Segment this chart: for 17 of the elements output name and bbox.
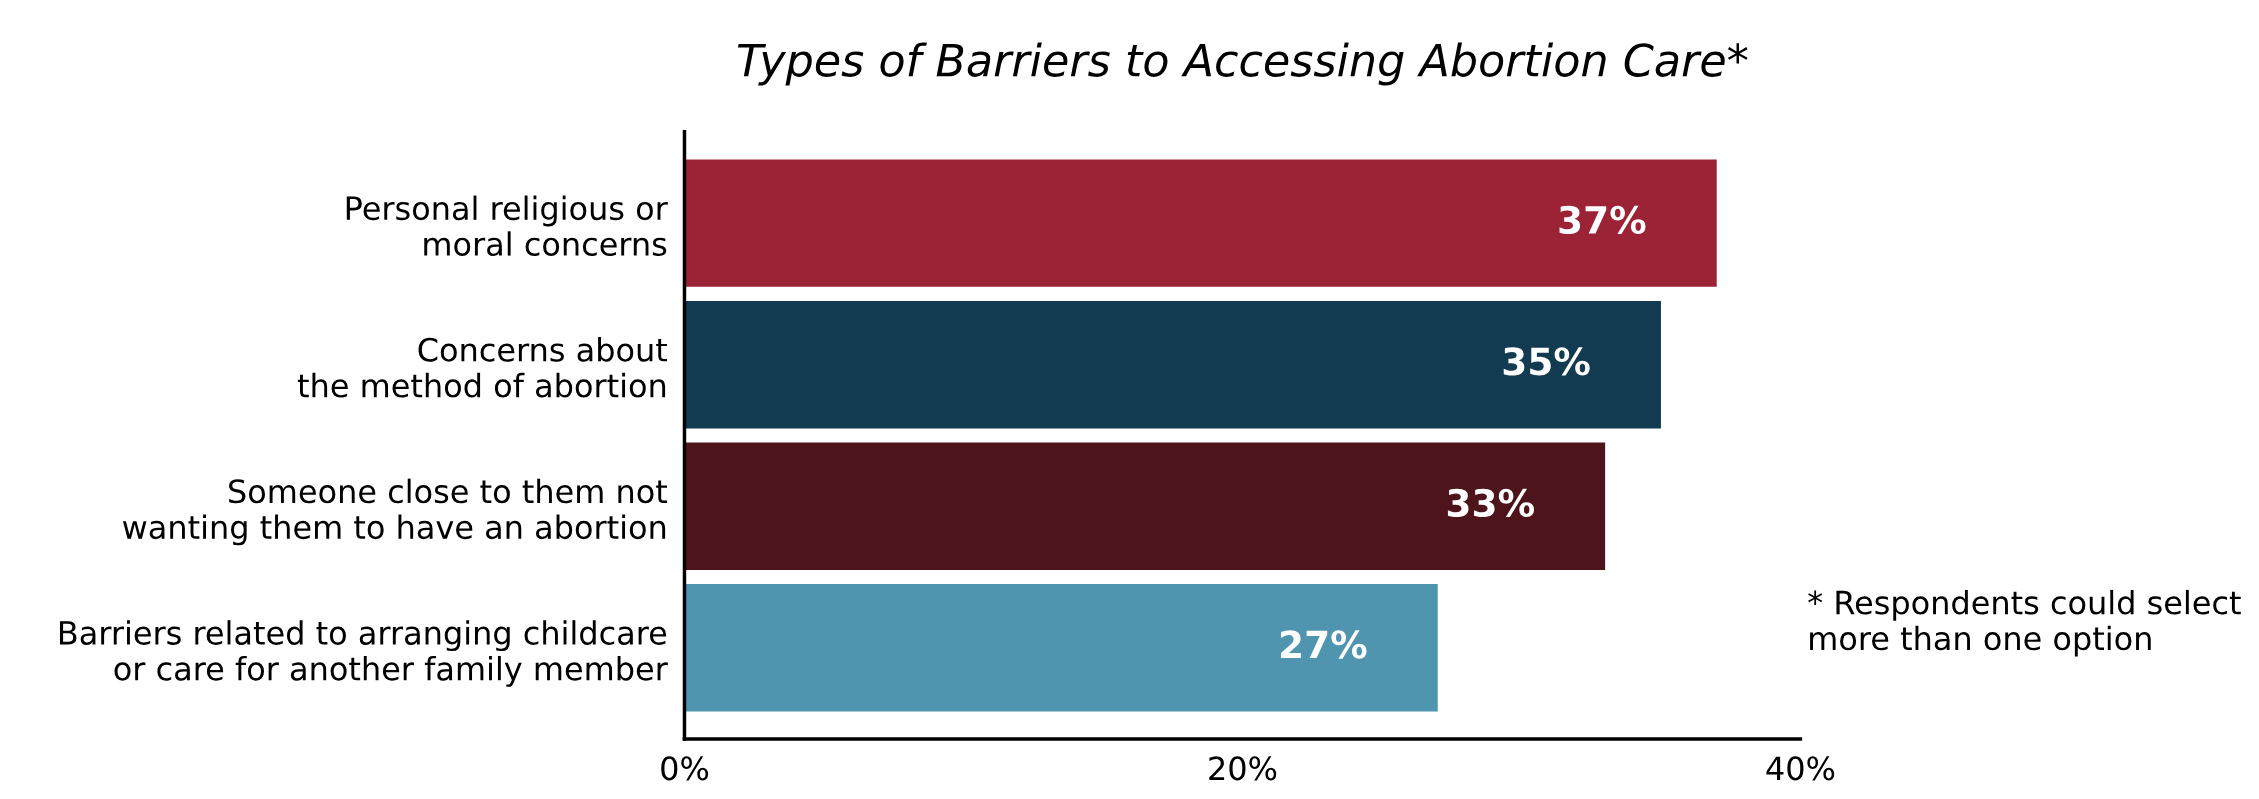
bar — [684, 584, 1438, 712]
y-tick-label: Someone close to them not wanting them to have an abortion — [122, 478, 668, 546]
data-label: 37% — [1559, 205, 1646, 235]
data-label: 35% — [1503, 347, 1590, 376]
y-tick-label: Concerns about the method of abortion — [297, 337, 668, 398]
data-label: 33% — [1447, 488, 1534, 518]
bar — [684, 300, 1661, 429]
bar — [684, 442, 1606, 570]
y-tick-label: Barriers related to arranging childcare or care for another family member — [59, 620, 668, 687]
text: * Respondents could select more than one option — [1808, 589, 2241, 657]
x-tick-label: 0% — [661, 756, 709, 781]
x-tick-label: 20% — [1209, 756, 1277, 781]
chart-title: Types of Barriers to Accessing Abortion Care* — [737, 42, 1748, 86]
x-tick-label: 40% — [1766, 756, 1835, 781]
y-tick-label: Personal religious or moral concerns — [346, 195, 668, 257]
data-label: 27% — [1280, 630, 1367, 659]
bar — [684, 159, 1717, 287]
